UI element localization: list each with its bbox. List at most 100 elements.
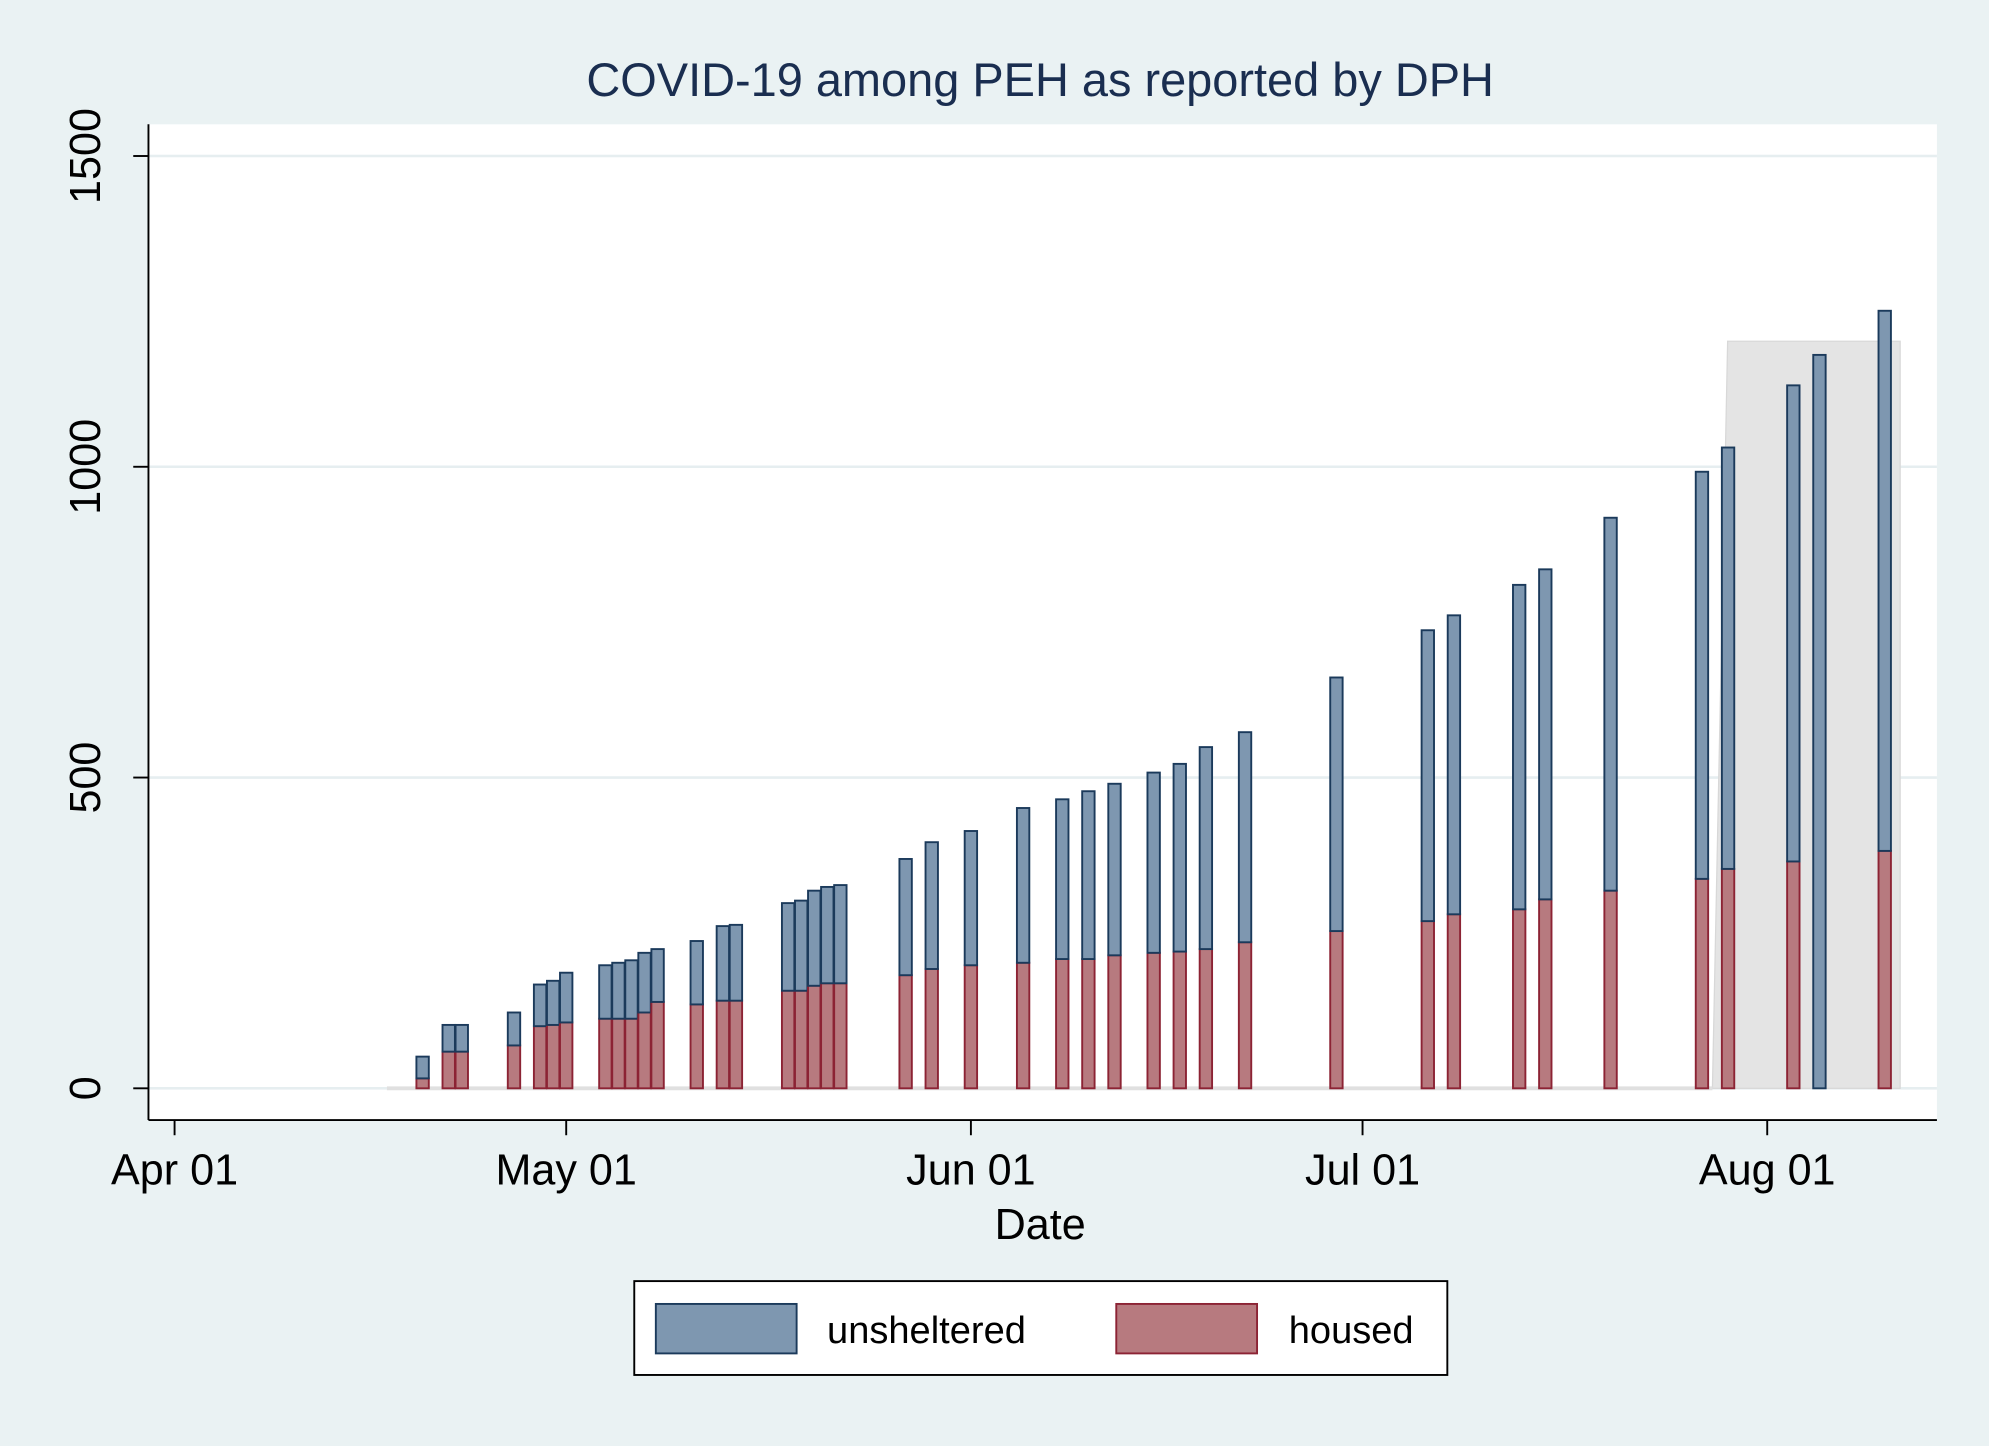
bar-segment	[1198, 746, 1214, 951]
bar-segment	[650, 1000, 665, 1090]
bar-segment	[820, 982, 835, 1090]
bar-segment	[441, 1050, 456, 1090]
bar-segment	[780, 989, 796, 1090]
bar-segment	[1877, 849, 1892, 1090]
bar-segment	[689, 1003, 704, 1090]
bar-segment	[611, 1017, 626, 1090]
bar-segment	[1538, 568, 1553, 901]
x-tick-label: Aug 01	[1699, 1147, 1836, 1195]
bar-segment	[1512, 583, 1527, 911]
bar-segment	[1329, 676, 1344, 933]
bar-segment	[1198, 948, 1214, 1090]
bar-segment	[794, 899, 809, 992]
bar-segment	[1146, 771, 1161, 954]
bar-segment	[1812, 353, 1827, 1090]
bar-segment	[441, 1023, 456, 1053]
bar-segment	[1786, 384, 1801, 863]
bar-segment	[559, 971, 574, 1024]
ticks: 0 500 1000 1500 Apr 01 May 01 Jun 01 Jul 01 Aug …	[62, 108, 1835, 1195]
bar-segment	[963, 830, 979, 967]
bar-segment	[624, 959, 639, 1020]
bar-segment	[1015, 807, 1031, 964]
bar-segment	[715, 999, 731, 1090]
bar-segment	[1329, 930, 1344, 1090]
bar-segment	[1877, 309, 1892, 852]
bar-segment	[1081, 958, 1096, 1090]
bar-segment	[728, 999, 744, 1090]
bar-segment	[1446, 913, 1462, 1090]
bar-segment	[898, 858, 913, 977]
x-tick-label: May 01	[496, 1147, 637, 1195]
bar-segment	[415, 1077, 430, 1090]
bar-segment	[807, 984, 822, 1090]
bar-segment	[715, 925, 731, 1002]
y-tick-label: 500	[62, 742, 110, 814]
y-tick-label: 1000	[62, 419, 110, 515]
bar-segment	[1172, 762, 1187, 953]
bar-segment	[532, 1025, 548, 1090]
bar-segment	[1055, 958, 1070, 1090]
bar-segment	[1237, 731, 1253, 944]
bar-segment	[1420, 920, 1435, 1090]
bar-segment	[1603, 516, 1618, 892]
bar-segment	[1786, 860, 1801, 1090]
bar-segment	[415, 1055, 430, 1080]
bar-segment	[1512, 908, 1527, 1090]
bar-segment	[506, 1044, 522, 1090]
bar-segment	[898, 974, 913, 1090]
bar-segment	[546, 979, 561, 1026]
bar-segment	[1720, 867, 1736, 1090]
bar-segment	[1603, 889, 1618, 1090]
bar-segment	[794, 989, 809, 1090]
bar-segment	[924, 968, 939, 1090]
bar-segment	[454, 1023, 469, 1053]
bar-segment	[780, 902, 796, 992]
y-tick-label: 1500	[62, 108, 110, 204]
legend-label: housed	[1289, 1310, 1414, 1352]
legend-entries: unsheltered housed	[654, 1302, 1414, 1355]
bar-segment	[1420, 629, 1435, 923]
bar-segment	[1055, 798, 1070, 960]
bar-segment	[532, 983, 548, 1028]
bar-segment	[1446, 614, 1462, 916]
bar-segment	[650, 948, 665, 1003]
bar-segment	[1694, 877, 1710, 1090]
bar-segment	[506, 1011, 522, 1047]
x-tick-label: Jun 01	[906, 1147, 1035, 1195]
shaded-region	[1711, 340, 1901, 1089]
bar-segment	[1720, 446, 1736, 870]
chart-title: COVID-19 among PEH as reported by DPH	[586, 54, 1494, 106]
bar-segment	[598, 1017, 613, 1090]
bar-segment	[924, 841, 939, 970]
bar-segment	[559, 1021, 574, 1090]
bar-segment	[1237, 941, 1253, 1090]
bar-segment	[611, 961, 626, 1020]
bar-segment	[689, 940, 704, 1006]
x-axis-title: Date	[995, 1201, 1086, 1249]
x-tick-label: Apr 01	[111, 1147, 238, 1195]
bar-segment	[454, 1050, 469, 1090]
bar-segment	[1694, 470, 1710, 880]
bar-segment	[807, 889, 822, 987]
bar-segment	[624, 1017, 639, 1090]
legend-swatch	[654, 1302, 798, 1355]
bar-segment	[637, 1011, 652, 1090]
bar-segment	[833, 982, 848, 1090]
y-tick-label: 0	[62, 1076, 110, 1100]
bar-segment	[820, 885, 835, 985]
bars	[415, 309, 1892, 1090]
bar-segment	[1107, 954, 1122, 1090]
bar-segment	[1015, 961, 1031, 1090]
bar-segment	[1172, 950, 1187, 1090]
legend-label: unsheltered	[827, 1310, 1026, 1352]
bar-segment	[546, 1023, 561, 1090]
bar-segment	[833, 884, 848, 985]
legend-swatch	[1115, 1302, 1259, 1355]
bar-segment	[1107, 782, 1122, 957]
bar-segment	[963, 964, 979, 1090]
bar-segment	[728, 923, 744, 1002]
bar-segment	[1538, 898, 1553, 1090]
bar-segment	[637, 951, 652, 1014]
